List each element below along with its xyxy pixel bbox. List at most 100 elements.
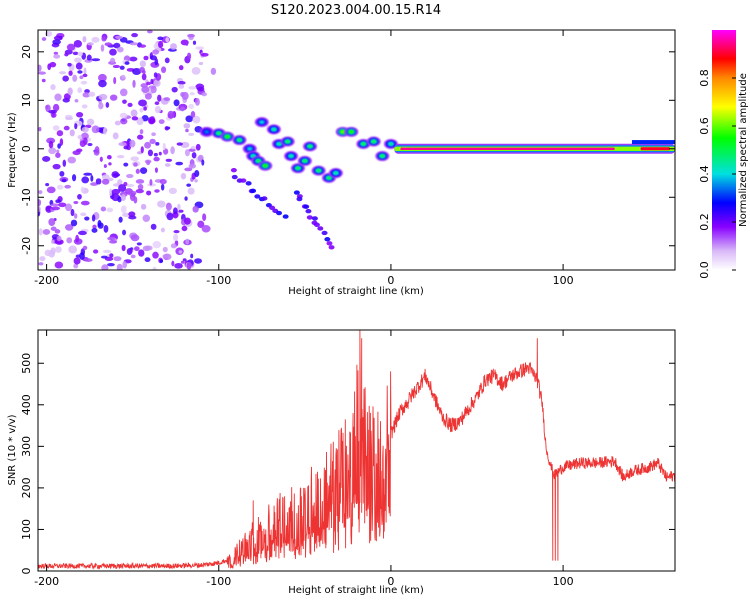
spectrogram-noise-blob — [137, 134, 144, 140]
spectrogram-noise-blob — [124, 61, 130, 65]
spectrogram-noise-blob — [99, 156, 103, 162]
spectrogram-feature — [316, 169, 321, 172]
spectrogram-noise-blob — [188, 163, 197, 169]
spectrogram-noise-blob — [154, 58, 159, 66]
spectrogram-noise-blob — [120, 205, 127, 214]
spectrogram-noise-blob — [38, 199, 42, 207]
spectrogram-noise-blob — [200, 52, 209, 57]
spectrogram-tone-upper — [631, 140, 675, 145]
spectrogram-noise-blob — [140, 146, 144, 154]
spectrogram-xlabel: Height of straight line (km) — [288, 286, 424, 297]
spectrogram-noise-blob — [71, 174, 77, 182]
spectrogram-track-point — [240, 178, 247, 183]
spectrogram-noise-blob — [52, 39, 61, 45]
spectrogram-noise-blob — [133, 162, 138, 167]
spectrogram-noise-blob — [41, 78, 46, 83]
spectrogram-noise-blob — [134, 246, 140, 252]
spectrogram-noise-blob — [75, 254, 81, 258]
spectrogram-noise-blob — [173, 99, 180, 107]
spectrogram-noise-blob — [116, 263, 123, 270]
spectrogram-noise-blob — [152, 241, 162, 249]
spectrogram-noise-blob — [118, 216, 123, 223]
spectrogram-noise-blob — [129, 42, 139, 46]
spectrogram-feature — [272, 128, 276, 131]
spectrogram-feature — [327, 176, 331, 180]
spectrogram-feature — [380, 154, 385, 158]
spectrogram-noise-blob — [54, 93, 62, 101]
spectrogram-noise-blob — [91, 58, 101, 62]
spectrogram-noise-blob — [112, 132, 119, 140]
spectrogram-noise-blob — [98, 73, 107, 82]
spectrogram-track-point — [293, 190, 300, 195]
spectrogram-noise-blob — [53, 54, 61, 59]
spectrogram-noise-blob — [55, 246, 62, 253]
colorbar-label: Normalized spectral amplitude — [738, 73, 749, 227]
spectrogram-noise-blob — [70, 208, 75, 217]
spectrogram-noise-blob — [106, 207, 114, 213]
spectrogram-noise-blob — [153, 156, 160, 162]
spectrogram-track-point — [313, 222, 320, 227]
spectrogram-noise-blob — [188, 132, 195, 137]
spectrogram-noise-blob — [62, 159, 67, 167]
spectrogram-noise-blob — [191, 66, 201, 75]
spectrogram-noise-blob — [50, 226, 57, 231]
spectrogram-noise-blob — [109, 57, 116, 64]
spectrogram-noise-blob — [75, 62, 83, 70]
spectrogram-noise-blob — [59, 170, 65, 177]
spectrogram-noise-blob — [56, 235, 62, 242]
spectrogram-noise-blob — [150, 223, 157, 230]
snr-xtick-label: -200 — [34, 575, 59, 588]
spectrogram-noise-blob — [82, 92, 91, 98]
spectrogram-noise-blob — [79, 252, 85, 260]
colorbar-tick-label: 0.2 — [698, 213, 711, 231]
spectrogram-noise-blob — [116, 46, 124, 53]
spectrogram-ytick-label: 10 — [20, 93, 33, 107]
colorbar-gradient — [712, 30, 736, 270]
spectrogram-noise-blob — [192, 205, 199, 213]
spectrogram-noise-blob — [103, 224, 109, 233]
spectrogram-feature — [389, 142, 393, 146]
spectrogram-noise-blob — [132, 67, 142, 76]
spectrogram-noise-blob — [139, 44, 147, 48]
spectrogram-noise-blob — [74, 57, 82, 63]
spectrogram-noise-blob — [63, 125, 70, 131]
spectrogram-noise-blob — [190, 145, 196, 150]
spectrogram-noise-blob — [162, 142, 166, 151]
spectrogram-noise-blob — [91, 227, 98, 233]
spectrogram-noise-blob — [197, 220, 205, 228]
spectrogram-track-point — [305, 208, 312, 214]
spectrogram-noise-blob — [81, 176, 90, 184]
spectrogram-noise-blob — [120, 118, 128, 125]
spectrogram-noise-blob — [62, 75, 69, 82]
colorbar: 0.0 0.2 0.4 0.6 0.8 Normalized spectral ampl… — [698, 30, 749, 279]
spectrogram-noise-blob — [130, 109, 138, 117]
spectrogram-feature — [204, 130, 209, 134]
spectrogram-feature — [296, 166, 300, 170]
spectrogram-noise-blob — [42, 228, 51, 235]
spectrogram-noise-blob — [67, 156, 77, 164]
spectrogram-feature — [334, 171, 338, 175]
spectrogram-noise-blob — [45, 205, 53, 213]
spectrogram-noise-blob — [121, 244, 126, 252]
spectrogram-noise-blob — [54, 261, 64, 269]
spectrogram-noise-blob — [146, 81, 152, 86]
snr-ytick-label: 0 — [20, 568, 33, 575]
spectrogram-noise-blob — [113, 256, 122, 262]
spectrogram-noise-blob — [91, 36, 100, 43]
spectrogram-noise-blob — [91, 125, 100, 134]
spectrogram-track-point — [321, 230, 328, 236]
spectrogram-noise-blob — [150, 78, 154, 85]
spectrogram-noise-blob — [167, 110, 175, 119]
spectrogram-noise-blob — [175, 161, 184, 166]
spectrogram-noise-blob — [177, 203, 181, 210]
spectrogram-noise-blob — [162, 246, 168, 253]
colorbar-tick-label: 0.8 — [698, 69, 711, 87]
spectrogram-noise-blob — [64, 224, 74, 231]
spectrogram-noise-blob — [180, 172, 187, 180]
spectrogram-noise-blob — [68, 70, 73, 76]
spectrogram-noise-blob — [59, 138, 64, 146]
spectrogram-noise-blob — [194, 179, 198, 183]
spectrogram-noise-blob — [69, 129, 75, 137]
spectrogram-noise-blob — [192, 40, 197, 45]
spectrogram-noise-blob — [155, 142, 160, 146]
